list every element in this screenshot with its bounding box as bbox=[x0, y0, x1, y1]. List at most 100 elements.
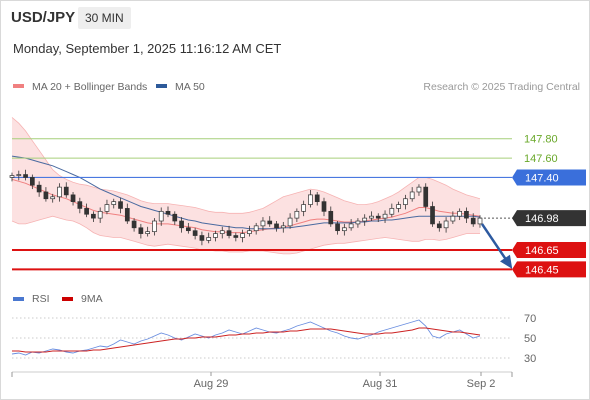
candle-body bbox=[450, 215, 456, 222]
candle-body bbox=[57, 186, 62, 198]
candle-body bbox=[43, 191, 49, 200]
candle-body bbox=[104, 204, 110, 212]
candle-body bbox=[464, 210, 469, 219]
x-tick-label-0: Aug 29 bbox=[194, 378, 229, 390]
candle-body bbox=[84, 208, 89, 215]
candle-body bbox=[416, 186, 422, 193]
candle-body bbox=[382, 213, 388, 219]
candle-body bbox=[124, 208, 130, 222]
candle-body bbox=[436, 223, 442, 229]
candle-body bbox=[335, 223, 340, 232]
candle-body bbox=[138, 227, 144, 234]
candle-body bbox=[253, 225, 259, 232]
candle-body bbox=[267, 220, 273, 225]
candle-body bbox=[111, 201, 117, 205]
candle-body bbox=[396, 204, 401, 209]
candle-body bbox=[280, 225, 286, 229]
candle-body bbox=[240, 233, 245, 238]
candle-body bbox=[308, 194, 313, 205]
candle-body bbox=[233, 235, 239, 238]
candle-body bbox=[369, 215, 374, 219]
symbol-title: USD/JPY bbox=[11, 9, 76, 26]
candle-body bbox=[247, 230, 252, 234]
level-tag-147.40 bbox=[512, 169, 586, 186]
candle-body bbox=[23, 174, 28, 178]
rsi-legend-swatch-0 bbox=[13, 297, 24, 301]
candle-body bbox=[16, 174, 22, 176]
candle-body bbox=[206, 237, 212, 241]
level-label-147.40: 147.40 bbox=[525, 172, 559, 184]
candle-body bbox=[199, 235, 205, 241]
candle-body bbox=[470, 217, 476, 225]
candle-body bbox=[260, 220, 266, 227]
candle-body bbox=[152, 220, 157, 233]
candle-body bbox=[301, 204, 307, 212]
candle-body bbox=[36, 184, 42, 193]
legend-label-1: MA 50 bbox=[175, 81, 205, 93]
level-label-146.65: 146.65 bbox=[525, 245, 559, 257]
timeframe-badge[interactable]: 30 MIN bbox=[78, 7, 131, 29]
candle-body bbox=[321, 201, 327, 212]
candle-body bbox=[477, 217, 483, 225]
chart-header: USD/JPY 30 MIN bbox=[0, 0, 590, 36]
ma50-line bbox=[11, 155, 481, 230]
candle-body bbox=[50, 196, 56, 200]
legend-label-0: MA 20 + Bollinger Bands bbox=[32, 81, 147, 93]
candle-body bbox=[165, 210, 171, 215]
candle-body bbox=[63, 186, 69, 196]
legend-swatch-1 bbox=[156, 84, 167, 88]
level-tag-146.45 bbox=[512, 261, 586, 278]
forecast-arrow-head bbox=[499, 254, 513, 269]
x-tick-label-2: Sep 2 bbox=[467, 378, 496, 390]
candle-body bbox=[409, 191, 415, 200]
last-price-label: 146.98 bbox=[525, 213, 559, 225]
credit-text: Research © 2025 Trading Central bbox=[423, 81, 580, 93]
candle-body bbox=[430, 206, 435, 225]
candle-body bbox=[287, 217, 293, 227]
candle-body bbox=[348, 223, 354, 229]
candle-body bbox=[328, 210, 334, 225]
candle-body bbox=[70, 194, 76, 202]
candle-body bbox=[158, 210, 164, 222]
ma20-line bbox=[11, 178, 481, 234]
level-label-146.45: 146.45 bbox=[525, 264, 559, 276]
candle-body bbox=[91, 213, 96, 219]
candle-body bbox=[219, 230, 225, 234]
timestamp-text: Monday, September 1, 2025 11:16:12 AM CE… bbox=[13, 41, 282, 56]
candle-body bbox=[355, 220, 361, 225]
rsi-line bbox=[11, 319, 481, 356]
candle-body bbox=[185, 227, 191, 232]
candle-body bbox=[118, 201, 123, 209]
candle-body bbox=[131, 220, 137, 229]
bollinger-band bbox=[12, 117, 480, 254]
candle-body bbox=[389, 208, 395, 215]
candle-body bbox=[457, 210, 463, 217]
candle-body bbox=[172, 213, 178, 222]
candle-body bbox=[362, 217, 368, 222]
candle-body bbox=[403, 198, 408, 205]
candle-body bbox=[423, 186, 429, 207]
candle-body bbox=[314, 194, 320, 202]
rsi-legend-label-0: RSI bbox=[32, 293, 50, 305]
candle-body bbox=[9, 175, 15, 178]
candle-body bbox=[77, 201, 83, 209]
candle-body bbox=[179, 220, 184, 229]
candle-body bbox=[192, 230, 198, 236]
candle-body bbox=[97, 210, 103, 219]
candle-body bbox=[443, 220, 449, 229]
bollinger-lower-line bbox=[11, 215, 480, 255]
level-label-147.60: 147.60 bbox=[524, 153, 558, 165]
rsi-tick-label-70: 70 bbox=[524, 313, 536, 325]
candle-body bbox=[341, 227, 347, 232]
rsi-legend-label-1: 9MA bbox=[81, 293, 103, 305]
legend-swatch-0 bbox=[13, 84, 24, 88]
candle-body bbox=[213, 233, 218, 238]
level-tag-146.65 bbox=[512, 242, 586, 259]
rsi-tick-label-50: 50 bbox=[524, 333, 536, 345]
level-label-147.80: 147.80 bbox=[524, 134, 558, 146]
last-price-tag bbox=[512, 210, 586, 227]
rsi-9ma-line bbox=[12, 327, 481, 353]
x-tick-label-1: Aug 31 bbox=[363, 378, 398, 390]
candle-body bbox=[294, 210, 300, 219]
